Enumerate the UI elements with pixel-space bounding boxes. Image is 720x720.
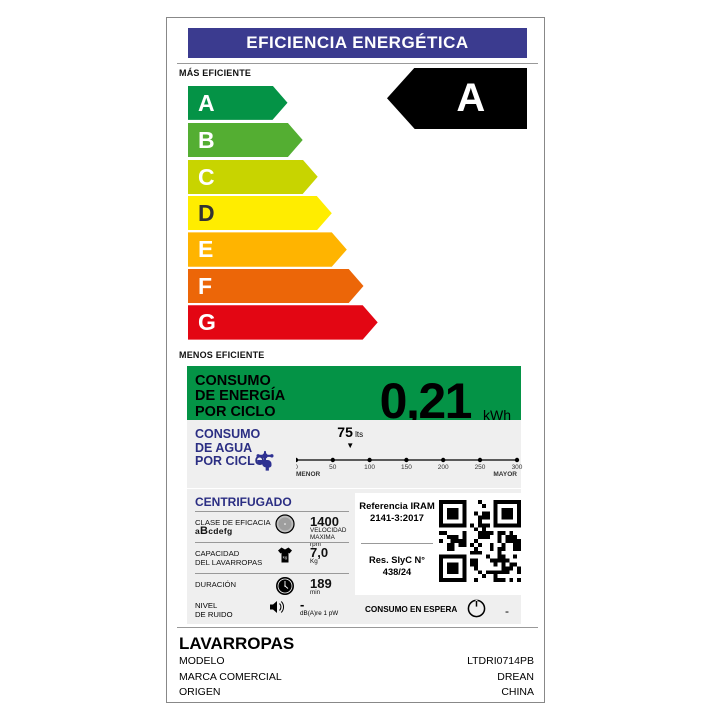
svg-text:300: 300 (512, 464, 523, 471)
svg-text:250: 250 (475, 464, 486, 471)
svg-text:150: 150 (401, 464, 412, 471)
svg-text:MENOR: MENOR (296, 471, 321, 476)
svg-text:MAYOR: MAYOR (493, 471, 517, 476)
svg-text:50: 50 (329, 464, 337, 471)
svg-text:kg: kg (283, 555, 288, 560)
svg-text:200: 200 (438, 464, 449, 471)
svg-text:0: 0 (296, 464, 298, 471)
svg-text:100: 100 (364, 464, 375, 471)
